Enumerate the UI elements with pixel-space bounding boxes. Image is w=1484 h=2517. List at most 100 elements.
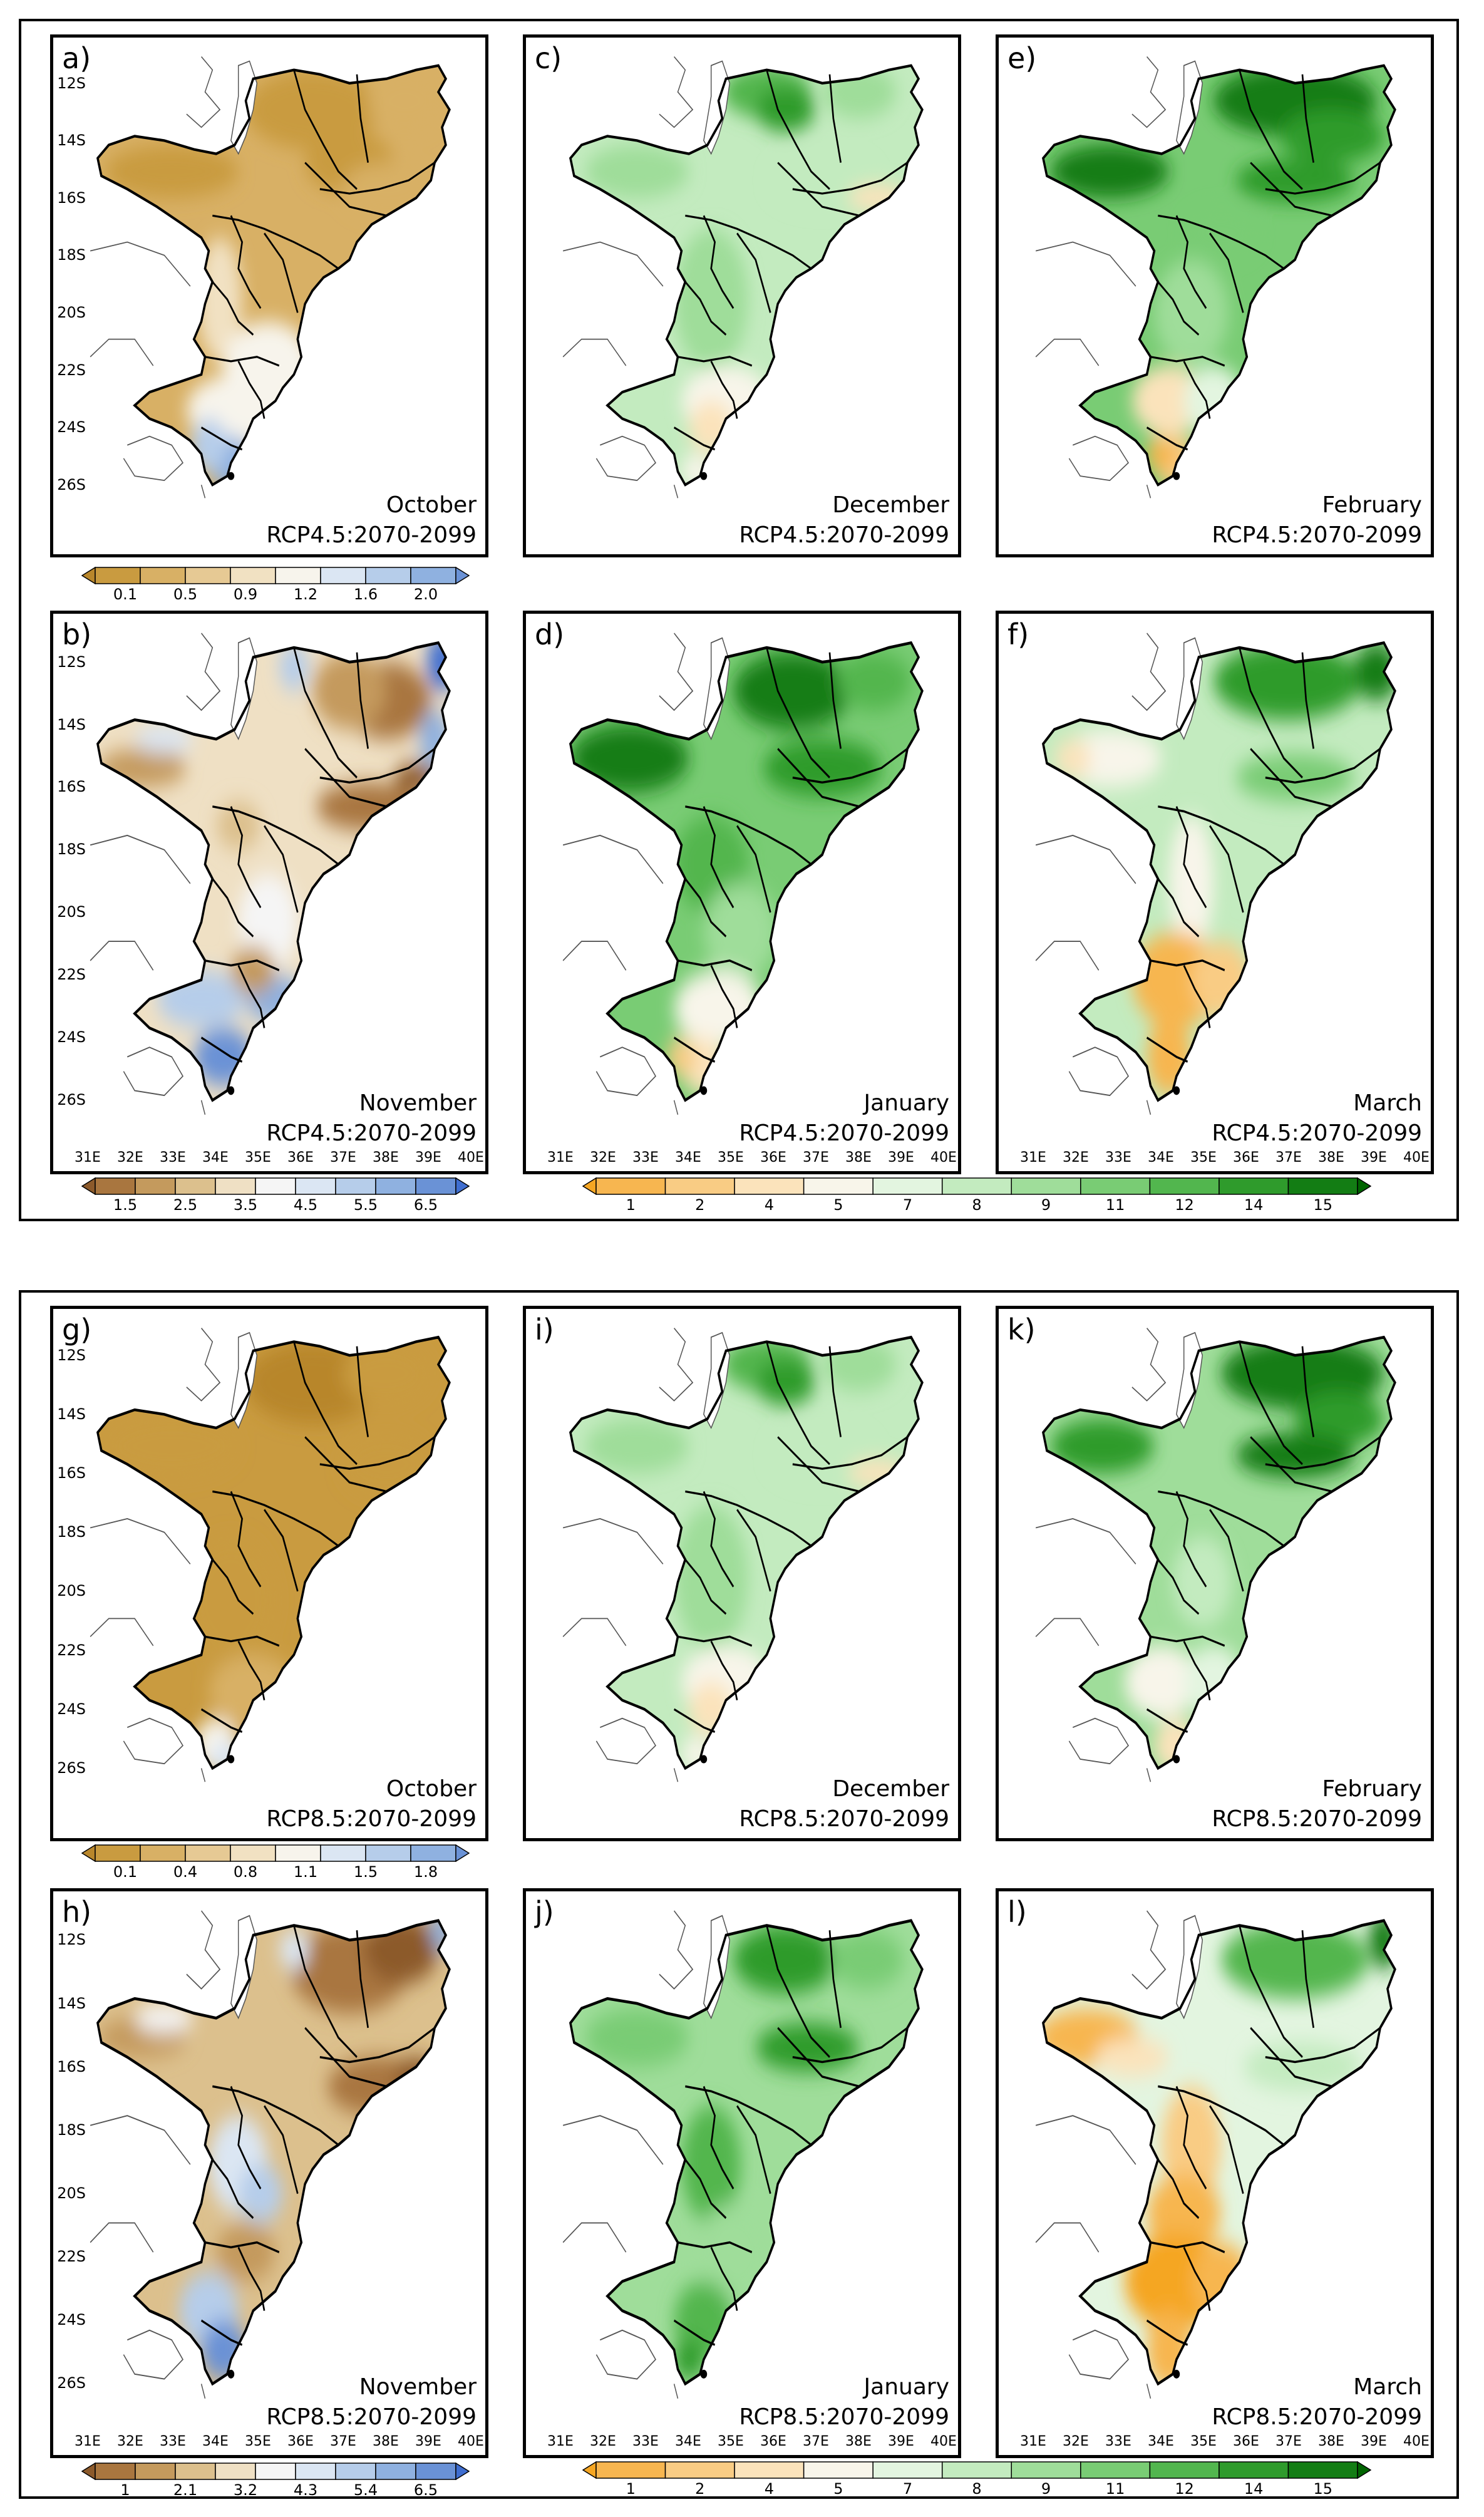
colorbar-segment [375, 1177, 416, 1195]
lon-tick-label: 35E [718, 1150, 744, 1165]
province-border [678, 356, 753, 367]
colorbar-tick-label: 12 [1175, 2480, 1194, 2498]
neighbor-border [1068, 435, 1130, 482]
neighbor-border [673, 1100, 679, 1115]
colorbar-nov85: 1 2.1 3.2 4.3 5.4 6.5 [81, 2463, 470, 2500]
map-layer [90, 56, 451, 499]
lat-tick-label: 22S [57, 1641, 86, 1659]
province-border [212, 214, 339, 270]
field-blob [1125, 1645, 1199, 1718]
colorbar-tick-label: 6.5 [413, 1196, 438, 1214]
colorbar-segment [803, 2461, 873, 2479]
panel-letter: c) [535, 41, 562, 75]
neighbor-border [1035, 2115, 1136, 2165]
lon-tick-label: 34E [202, 2434, 229, 2449]
lat-tick-label: 20S [57, 903, 86, 921]
field-blob [186, 1536, 276, 1664]
province-border [1239, 647, 1303, 779]
neighbor-border [90, 834, 191, 884]
neighbor-border [659, 633, 694, 711]
lon-tick-label: 35E [1190, 2434, 1217, 2449]
panel-letter: g) [62, 1313, 92, 1346]
panel-scenario: RCP4.5:2070-2099 [1212, 522, 1422, 548]
lat-tick-label: 24S [57, 2311, 86, 2329]
lat-tick-label: 20S [57, 2184, 86, 2202]
field-layer [1043, 1920, 1395, 2384]
province-border [1150, 2241, 1225, 2253]
field-layer [570, 1337, 922, 1769]
lat-tick-label: 16S [57, 189, 86, 207]
colorbar-segment [664, 1177, 735, 1195]
province-border [1175, 2085, 1207, 2189]
lat-tick-label: 18S [57, 2121, 86, 2139]
colorbar-segment [320, 1844, 366, 1862]
colorbar-extend-low [582, 2461, 597, 2479]
capital-marker [227, 472, 235, 480]
lon-tick-label: 39E [888, 1150, 914, 1165]
map-layer [562, 1328, 924, 1782]
panel-letter: h) [62, 1895, 92, 1929]
panel-scenario: RCP4.5:2070-2099 [266, 522, 477, 548]
field-layer [97, 65, 450, 485]
colorbar-tick-label: 7 [902, 1196, 913, 1214]
lon-tick-label: 31E [75, 1150, 101, 1165]
province-border [684, 281, 727, 336]
lon-tick-label: 39E [415, 2434, 441, 2449]
lon-tick-label: 33E [160, 1150, 186, 1165]
neighbor-border [562, 338, 627, 366]
colorbar-segment [215, 1177, 256, 1195]
province-border [1158, 1490, 1285, 1547]
province-border [304, 162, 387, 217]
province-border [1239, 1341, 1303, 1465]
colorbar-tick-label: 8 [972, 1196, 982, 1214]
colorbar-tick-label: 0.8 [233, 1863, 258, 1881]
panel-letter: f) [1007, 618, 1029, 651]
colorbar-tick-label: 2.0 [413, 586, 438, 603]
lon-tick-label: 40E [458, 2434, 484, 2449]
colorbar-segment [135, 2463, 176, 2480]
lat-tick-label: 20S [57, 1582, 86, 1600]
field-blob [770, 153, 874, 207]
colorbar-segment [295, 1177, 336, 1195]
map-svg-b [90, 633, 451, 1115]
country-outline [569, 64, 924, 487]
province-border [212, 805, 339, 866]
field-blob [703, 883, 778, 980]
capital-marker [700, 472, 708, 480]
lon-tick-label: 33E [160, 2434, 186, 2449]
lon-tick-label: 33E [632, 2434, 659, 2449]
province-border [766, 70, 830, 190]
field-layer [1043, 1337, 1395, 1769]
field-blob [238, 2164, 283, 2223]
panel-scenario: RCP8.5:2070-2099 [1212, 2404, 1422, 2430]
province-border [828, 1346, 842, 1437]
province-border [703, 215, 734, 309]
lat-tick-label: 14S [57, 1994, 86, 2012]
neighbor-border [659, 1328, 694, 1402]
field-blob [364, 1920, 439, 1984]
neighbor-border [1035, 1618, 1100, 1646]
lon-tick-label: 32E [117, 2434, 143, 2449]
capital-marker [1173, 1755, 1180, 1764]
lon-tick-label: 31E [1020, 2434, 1046, 2449]
colorbar-extend-high [455, 1177, 470, 1195]
colorbar-nov45: 1.5 2.5 3.5 4.5 5.5 6.5 [81, 1177, 470, 1215]
province-border [1175, 215, 1207, 309]
field-blob [1213, 643, 1362, 720]
colorbar-tick-label: 4 [764, 2480, 774, 2498]
field-blob [1050, 145, 1170, 199]
field-blob [829, 1930, 904, 1989]
lon-tick-label: 35E [245, 1150, 271, 1165]
map-panel-i: i) December RCP8.5:2070-2099 [523, 1306, 961, 1841]
field-blob [1162, 2086, 1221, 2204]
province-border [1150, 959, 1225, 971]
province-border [673, 426, 716, 451]
colorbar-tick-label: 2 [695, 1196, 705, 1214]
province-border [673, 1708, 716, 1734]
neighbor-border [90, 1518, 191, 1565]
province-border [1265, 2027, 1381, 2064]
colorbar-tick-label: 12 [1175, 1196, 1194, 1214]
lat-tick-label: 12S [57, 653, 86, 671]
lon-tick-label: 38E [845, 2434, 872, 2449]
panel-month: March [1353, 1090, 1422, 1116]
